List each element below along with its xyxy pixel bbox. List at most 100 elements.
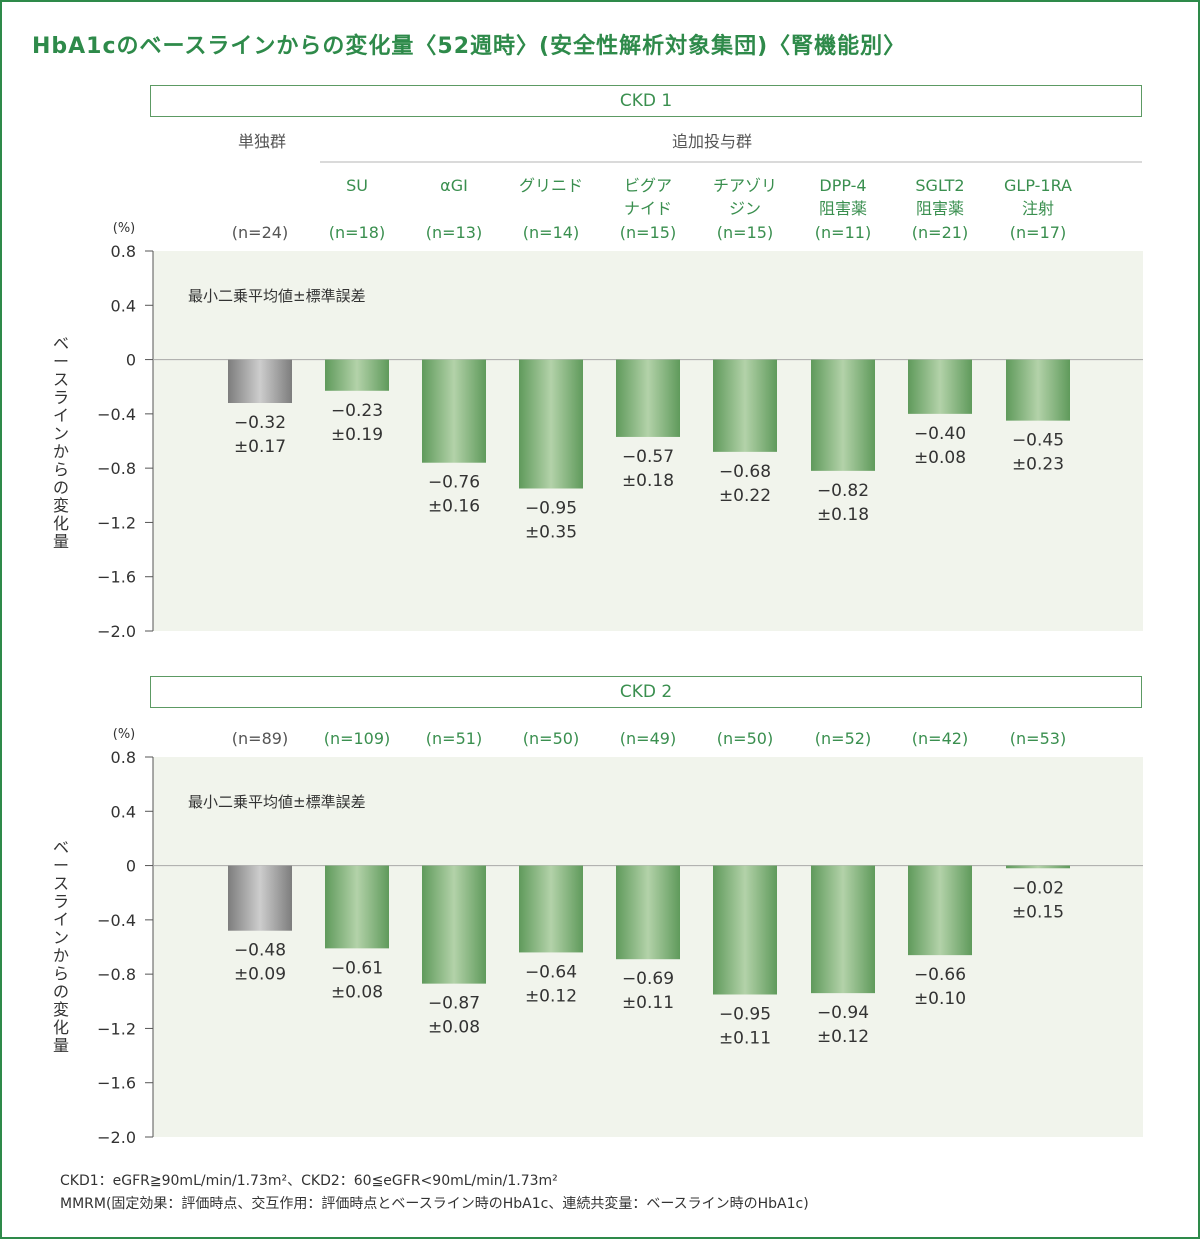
y-tick-label-1-5: −1.2 (97, 513, 136, 532)
y-tick-label-2-4: −0.8 (97, 965, 136, 984)
se-label-1-5: ±0.22 (719, 486, 771, 506)
value-label-1-5: −0.68 (719, 462, 771, 482)
group-label-glp1ra: GLP-1RA 注射 (1004, 176, 1072, 218)
value-label-1-2: −0.76 (428, 473, 480, 493)
value-label-1-3: −0.95 (525, 499, 577, 519)
value-label-1-6: −0.82 (817, 481, 869, 501)
bar-2-6 (811, 865, 875, 994)
y-axis-title-char-2-0: ベ (53, 838, 69, 857)
y-axis-title-char-2-10: 化 (53, 1018, 69, 1037)
se-label-2-6: ±0.12 (817, 1027, 869, 1047)
y-axis-title-char-1-10: 化 (53, 514, 69, 533)
se-label-2-0: ±0.09 (234, 965, 286, 985)
value-label-2-8: −0.02 (1012, 878, 1064, 898)
y-axis-title-char-1-2: ス (53, 370, 69, 389)
bar-2-4 (616, 865, 680, 960)
n-label-1-6: (n=11) (815, 223, 871, 242)
value-label-2-6: −0.94 (817, 1003, 869, 1023)
y-tick-label-1-7: −2.0 (97, 622, 136, 641)
bar-2-8 (1006, 865, 1070, 869)
y-tick-label-2-1: 0.4 (111, 802, 136, 821)
n-label-2-2: (n=51) (426, 729, 482, 748)
y-tick-label-1-0: 0.8 (111, 242, 136, 261)
se-label-1-6: ±0.18 (817, 505, 869, 525)
n-label-2-4: (n=49) (620, 729, 676, 748)
y-axis-title-char-2-1: ー (53, 856, 69, 875)
bar-2-5 (713, 865, 777, 995)
n-label-1-0: (n=24) (232, 223, 288, 242)
y-axis-title-char-2-7: ら (53, 964, 69, 983)
bar-1-1 (325, 359, 389, 391)
bar-1-4 (616, 359, 680, 437)
footnote-ckd-definition: CKD1：eGFR≧90mL/min/1.73m²、CKD2：60≦eGFR<9… (60, 1173, 558, 1189)
y-axis-title-char-1-1: ー (53, 352, 69, 371)
se-label-2-5: ±0.11 (719, 1029, 771, 1049)
group-label-agi: αGI (440, 176, 468, 195)
y-tick-label-2-5: −1.2 (97, 1019, 136, 1038)
y-tick-label-2-3: −0.4 (97, 911, 136, 930)
se-label-1-4: ±0.18 (622, 471, 674, 491)
y-axis-title-char-1-0: ベ (53, 334, 69, 353)
se-label-2-2: ±0.08 (428, 1018, 480, 1038)
y-axis-title-char-2-9: 変 (53, 1000, 69, 1019)
n-label-1-5: (n=15) (717, 223, 773, 242)
bar-2-1 (325, 865, 389, 949)
annotation-1: 最小二乗平均値±標準誤差 (188, 287, 366, 305)
y-tick-label-2-2: 0 (126, 857, 136, 876)
group-label-su: SU (346, 176, 368, 195)
y-axis-title-char-2-4: イ (53, 910, 69, 929)
group-label-glinide: グリニド (518, 176, 583, 195)
bar-1-5 (713, 359, 777, 452)
bar-2-3 (519, 865, 583, 953)
n-label-1-1: (n=18) (329, 223, 385, 242)
se-label-1-3: ±0.35 (525, 523, 577, 543)
se-label-1-1: ±0.19 (331, 425, 383, 445)
group-label-biguanide: ビグア ナイド (623, 176, 672, 218)
y-tick-label-1-1: 0.4 (111, 296, 136, 315)
y-axis-title-char-2-11: 量 (53, 1036, 69, 1055)
n-label-1-2: (n=13) (426, 223, 482, 242)
y-axis-title-char-2-5: ン (53, 928, 69, 947)
panel-label-ckd1: CKD 1 (150, 85, 1142, 117)
footnote-mmrm: MMRM(固定効果：評価時点、交互作用：評価時点とベースライン時のHbA1c、連… (60, 1196, 809, 1212)
n-label-2-7: (n=42) (912, 729, 968, 748)
se-label-2-7: ±0.10 (914, 989, 966, 1009)
se-label-2-8: ±0.15 (1012, 902, 1064, 922)
bar-1-2 (422, 359, 486, 463)
se-label-2-4: ±0.11 (622, 993, 674, 1013)
se-label-2-3: ±0.12 (525, 986, 577, 1006)
n-label-1-3: (n=14) (523, 223, 579, 242)
y-tick-label-1-4: −0.8 (97, 459, 136, 478)
mono-group-label: 単独群 (237, 132, 286, 151)
y-axis-title-char-1-7: ら (53, 460, 69, 479)
n-label-2-1: (n=109) (324, 729, 391, 748)
n-label-2-6: (n=52) (815, 729, 871, 748)
bar-2-0 (228, 865, 292, 931)
value-label-2-7: −0.66 (914, 965, 966, 985)
n-label-1-8: (n=17) (1010, 223, 1066, 242)
y-axis-title-char-1-11: 量 (53, 532, 69, 551)
value-label-2-4: −0.69 (622, 969, 674, 989)
y-tick-label-2-6: −1.6 (97, 1074, 136, 1093)
value-label-2-1: −0.61 (331, 958, 383, 978)
addon-divider (320, 161, 1142, 163)
y-axis-title-char-1-4: イ (53, 406, 69, 425)
value-label-2-3: −0.64 (525, 962, 577, 982)
annotation-2: 最小二乗平均値±標準誤差 (188, 793, 366, 811)
group-label-dpp4: DPP-4 阻害薬 (818, 176, 867, 218)
plot-area-1 (153, 251, 1143, 631)
n-label-2-3: (n=50) (523, 729, 579, 748)
y-tick-label-2-0: 0.8 (111, 748, 136, 767)
n-label-2-8: (n=53) (1010, 729, 1066, 748)
panel-label-ckd2: CKD 2 (150, 676, 1142, 708)
bar-1-6 (811, 359, 875, 471)
se-label-1-2: ±0.16 (428, 497, 480, 517)
group-label-thiazolidine: チアゾリ ジン (712, 176, 777, 218)
bar-1-0 (228, 359, 292, 403)
y-tick-label-1-2: 0 (126, 351, 136, 370)
y-axis-title-char-2-8: の (53, 982, 69, 1001)
y-tick-label-1-3: −0.4 (97, 405, 136, 424)
n-label-1-7: (n=21) (912, 223, 968, 242)
value-label-1-8: −0.45 (1012, 431, 1064, 451)
